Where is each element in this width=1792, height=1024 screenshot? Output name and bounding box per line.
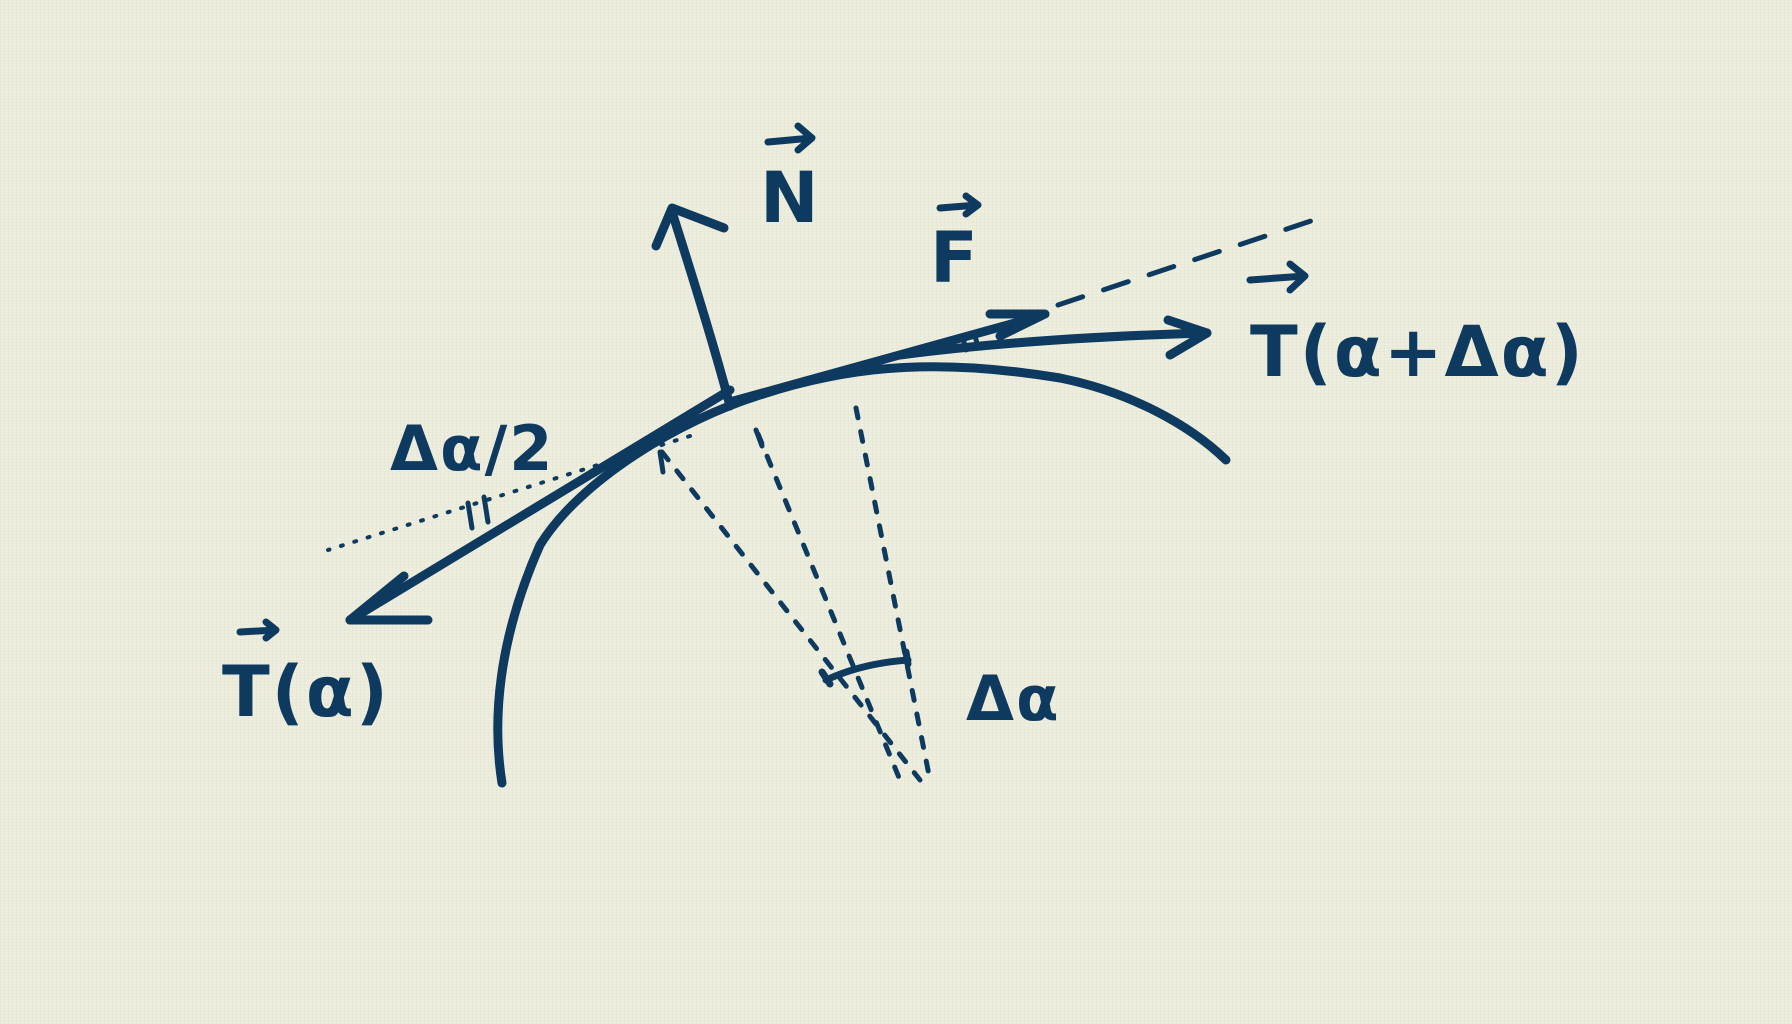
tension-left-label-arrow — [236, 618, 280, 642]
angle-mark-right — [960, 333, 981, 353]
force-dashed-extension — [1055, 215, 1323, 308]
force-arrowhead — [985, 309, 1050, 341]
radial-line-3 — [853, 405, 933, 783]
radial-mark-a — [657, 449, 666, 475]
angle-arc-end-right — [902, 648, 912, 668]
angle-mark-left — [465, 494, 491, 531]
tension-right-vector — [895, 328, 1212, 360]
angle-arc — [822, 656, 912, 684]
force-label-arrow — [936, 192, 982, 218]
radial-line-2 — [755, 431, 903, 783]
normal-force-label: N — [760, 157, 821, 239]
tension-right-label-arrow — [1246, 260, 1309, 294]
angle-label: Δα — [966, 662, 1061, 735]
force-vector — [725, 311, 1045, 407]
normal-force-vector — [667, 207, 735, 411]
angle-arc-end-left — [818, 668, 834, 688]
tension-right-arrowhead — [1163, 315, 1212, 360]
half-angle-label: Δα/2 — [390, 412, 554, 485]
tension-left-vector — [345, 385, 735, 625]
radial-mark-b — [753, 427, 765, 449]
tension-right-label: T(α+Δα) — [1250, 311, 1585, 393]
curved-string — [493, 362, 1231, 788]
normal-force-arrowhead — [651, 203, 729, 251]
normal-force-label-arrow — [764, 122, 816, 154]
tension-left-arrowhead — [345, 571, 433, 625]
tension-left-label: T(α) — [222, 651, 390, 733]
force-label: F — [930, 217, 980, 299]
